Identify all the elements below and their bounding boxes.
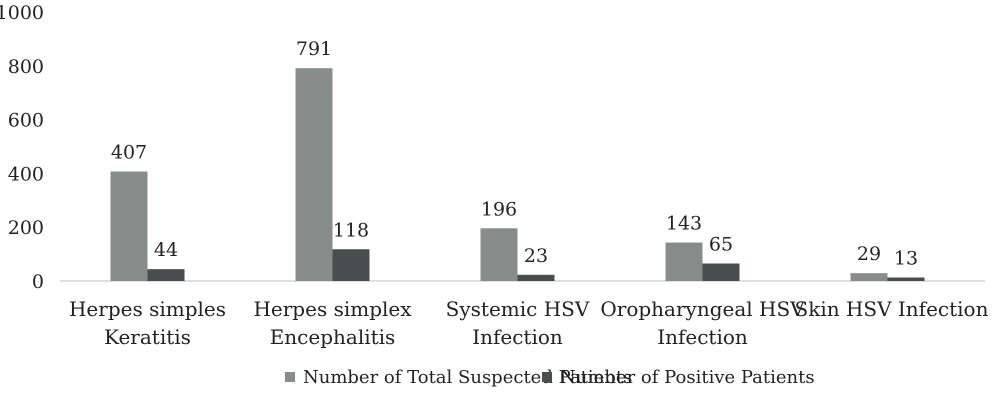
data-label: 23 — [524, 245, 548, 267]
data-label: 143 — [666, 213, 702, 235]
data-label: 29 — [857, 243, 881, 265]
bar-total-suspected — [480, 228, 518, 281]
bar-positive — [147, 269, 185, 281]
legend-swatch — [542, 372, 552, 382]
y-tick-label: 200 — [8, 217, 44, 239]
x-category-label: Skin HSV Infection — [795, 297, 989, 321]
y-axis-ticks: 0 200 400 600 800 1000 — [0, 2, 44, 293]
data-label: 44 — [154, 239, 178, 261]
x-category-label: Herpes simplex Encephalitis — [253, 297, 412, 349]
bar-positive — [517, 274, 555, 281]
data-label: 65 — [709, 234, 733, 256]
x-category-label: Systemic HSV Infection — [446, 297, 590, 349]
legend-label: Number of Positive Patients — [560, 367, 815, 388]
bar-total-suspected — [110, 171, 148, 281]
bar-positive — [887, 277, 925, 281]
bar-total-suspected — [295, 68, 333, 281]
y-tick-label: 400 — [8, 163, 44, 185]
legend-swatch — [285, 372, 295, 382]
data-label: 13 — [894, 248, 918, 270]
bar-total-suspected — [665, 242, 703, 281]
y-tick-label: 800 — [8, 56, 44, 78]
bars: 407 44 791 118 196 23 143 65 29 13 — [110, 38, 925, 281]
y-tick-label: 1000 — [0, 2, 44, 24]
data-label: 196 — [481, 198, 517, 220]
data-label: 407 — [111, 142, 147, 164]
data-label: 118 — [333, 219, 369, 241]
y-tick-label: 0 — [32, 271, 44, 293]
x-axis-categories: Herpes simples Keratitis Herpes simplex Enc… — [69, 297, 989, 349]
bar-total-suspected — [850, 273, 888, 281]
data-label: 791 — [296, 38, 332, 60]
y-tick-label: 600 — [8, 110, 44, 132]
x-category-label: Herpes simples Keratitis — [69, 297, 226, 349]
bar-positive — [332, 249, 370, 281]
bar-positive — [702, 263, 740, 281]
legend: Number of Total Suspected PatientsNumber… — [285, 367, 815, 388]
x-category-label: Oropharyngeal HSV Infection — [600, 297, 805, 349]
